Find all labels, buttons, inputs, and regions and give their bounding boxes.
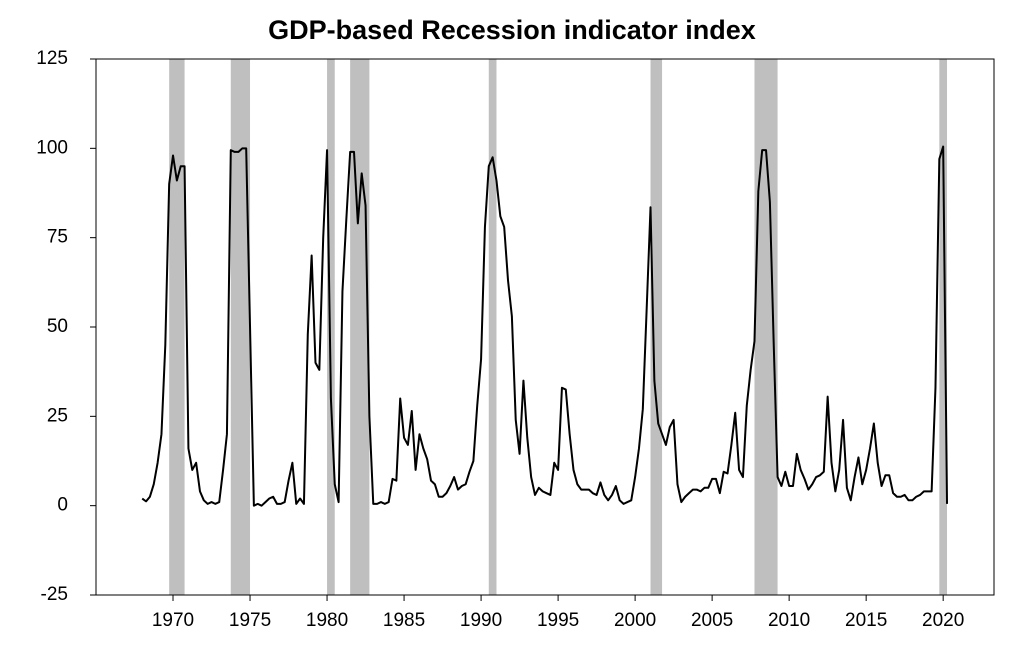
chart-title: GDP-based Recession indicator index	[268, 15, 756, 45]
x-tick-label: 2015	[845, 610, 887, 631]
y-tick-label: 25	[47, 405, 68, 426]
recession-band	[169, 59, 185, 595]
recession-band	[327, 59, 335, 595]
recession-band	[230, 59, 251, 595]
y-tick-label: 100	[36, 137, 68, 158]
recession-band	[350, 59, 370, 595]
y-tick-label: -25	[41, 584, 68, 605]
x-tick-label: 1980	[306, 610, 348, 631]
x-tick-label: 1970	[152, 610, 194, 631]
x-tick-label: 2000	[614, 610, 656, 631]
recession-band	[650, 59, 663, 595]
y-tick-label: 125	[36, 48, 68, 69]
y-tick-label: 75	[47, 227, 68, 248]
recession-band	[488, 59, 497, 595]
y-tick-label: 0	[57, 495, 68, 516]
x-tick-label: 2020	[922, 610, 964, 631]
recession-band	[939, 59, 948, 595]
x-tick-label: 1995	[537, 610, 579, 631]
x-tick-label: 1990	[460, 610, 502, 631]
plot-frame	[95, 58, 995, 596]
y-tick-label: 50	[47, 316, 68, 337]
x-tick-label: 2010	[768, 610, 810, 631]
x-tick-label: 1975	[229, 610, 271, 631]
indicator-line	[141, 145, 949, 507]
recession-band	[754, 59, 778, 595]
x-tick-label: 2005	[691, 610, 733, 631]
x-tick-label: 1985	[383, 610, 425, 631]
